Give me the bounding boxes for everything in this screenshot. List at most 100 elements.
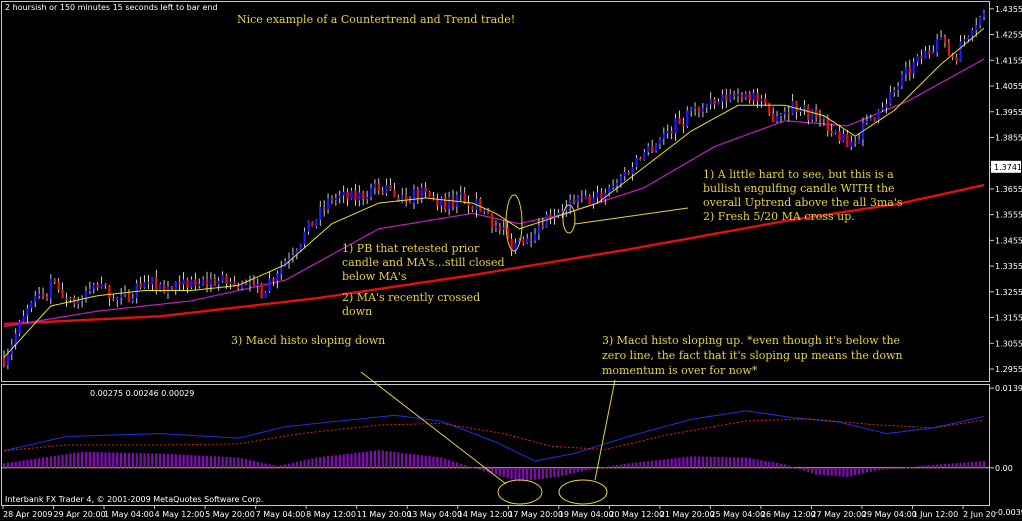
candle-body — [283, 261, 287, 267]
candle-body — [650, 146, 654, 151]
macd-histogram-bar — [408, 453, 412, 468]
macd-tick-label: 0.00 — [995, 464, 1013, 473]
macd-histogram-bar — [483, 467, 486, 472]
macd-histogram-bar — [338, 454, 341, 468]
candle-body — [315, 219, 318, 227]
candle-body — [287, 258, 291, 262]
time-tick-label: 25 May 04:00 — [710, 510, 765, 519]
candle-body — [643, 151, 646, 161]
candle-body — [795, 101, 798, 112]
macd-histogram-bar — [494, 467, 498, 475]
macd-histogram-bar — [311, 458, 314, 468]
candle-body — [354, 190, 357, 201]
candle-body — [186, 279, 189, 288]
macd-histogram-bar — [838, 467, 841, 477]
macd-tick-label: 0.01397 — [995, 384, 1022, 393]
candle-body — [30, 302, 33, 309]
platform-footer: Interbank FX Trader 4, © 2001-2009 MetaQ… — [5, 495, 263, 504]
macd-histogram-bar — [779, 463, 783, 468]
candle-body — [978, 16, 982, 26]
candle-body — [436, 198, 439, 206]
candle-body — [982, 12, 986, 17]
macd-histogram-bar — [221, 456, 224, 468]
candle-body — [221, 275, 224, 282]
macd-histogram-bar — [369, 451, 373, 468]
macd-histogram-bar — [77, 452, 80, 468]
macd-histogram-bar — [401, 452, 404, 468]
macd-histogram-bar — [795, 467, 798, 469]
candle-body — [682, 123, 685, 127]
time-tick-label: 1 May 04:00 — [104, 510, 154, 519]
macd-histogram-bar — [377, 450, 380, 468]
status-text: 2 hoursish or 150 minutes 15 seconds lef… — [5, 3, 218, 12]
candle-body — [975, 25, 978, 31]
macd-histogram-bar — [209, 456, 213, 468]
macd-histogram-bar — [666, 458, 669, 468]
candle-body — [959, 41, 962, 62]
macd-histogram-bar — [678, 457, 681, 468]
macd-histogram-bar — [971, 461, 974, 468]
macd-histogram-bar — [893, 467, 896, 469]
candle-body — [404, 194, 408, 202]
candle-body — [451, 196, 455, 207]
macd-histogram-bar — [100, 452, 103, 468]
candle-body — [174, 282, 177, 290]
macd-histogram-bar — [600, 467, 603, 469]
candle-body — [182, 279, 185, 285]
candle-body — [955, 57, 958, 62]
macd-histogram-bar — [881, 467, 884, 470]
candle-body — [912, 62, 915, 74]
macd-histogram-bar — [592, 467, 595, 469]
macd-histogram-bar — [393, 451, 396, 468]
candle-body — [295, 250, 298, 255]
macd-histogram-bar — [2, 463, 6, 468]
note-macd-up: 3) Macd histo sloping up. *even though i… — [602, 334, 906, 377]
note-pullback-line: below MA's — [342, 270, 407, 283]
macd-histogram-bar — [354, 452, 357, 468]
candle-body — [256, 283, 259, 287]
candle-body — [721, 94, 724, 102]
candle-body — [896, 86, 900, 91]
candle-body — [557, 212, 560, 216]
candle-body — [322, 206, 326, 210]
macd-histogram-bar — [514, 467, 517, 481]
macd-histogram-bar — [256, 461, 259, 468]
macd-histogram-bar — [475, 467, 478, 469]
note-pullback: 1) PB that retested prior candle and MA'… — [342, 242, 508, 318]
macd-histogram-bar — [748, 458, 751, 468]
macd-histogram-bar — [322, 456, 326, 468]
candle-body — [807, 105, 810, 120]
macd-histogram-bar — [162, 453, 166, 468]
candle-body — [162, 284, 166, 294]
time-tick-label: 17 May 20:00 — [508, 510, 563, 519]
macd-histogram-bar — [143, 453, 146, 468]
candle-body — [604, 192, 607, 200]
macd-histogram-bar — [389, 451, 392, 468]
macd-histogram-bar — [522, 467, 525, 482]
macd-panel: 0.01397 0.00 -0.00396 0.00275 0.00246 0.00… — [1, 384, 1022, 517]
candle-body — [112, 298, 115, 301]
time-tick-label: 27 May 20:00 — [811, 510, 866, 519]
macd-histogram-bar — [662, 459, 666, 468]
macd-histogram-bar — [850, 467, 853, 477]
macd-histogram-bar — [658, 459, 662, 468]
candle-body — [518, 239, 521, 243]
macd-histogram-series — [2, 450, 986, 482]
candle-body — [623, 171, 626, 177]
macd-histogram-bar — [6, 462, 10, 468]
time-tick-label: 13 May 04:00 — [407, 510, 462, 519]
macd-line-path — [3, 410, 985, 462]
candle-body — [877, 110, 880, 122]
candle-body — [139, 283, 142, 288]
macd-histogram-bar — [896, 467, 900, 469]
macd-legend-values: 0.00275 0.00246 0.00029 — [90, 389, 194, 398]
candle-body — [326, 198, 330, 210]
macd-histogram-bar — [155, 453, 158, 468]
macd-histogram-bar — [264, 463, 267, 468]
macd-histogram-bar — [967, 462, 970, 468]
candle-body — [369, 187, 373, 197]
macd-histogram-bar — [303, 460, 306, 468]
macd-histogram-bar — [252, 460, 256, 468]
